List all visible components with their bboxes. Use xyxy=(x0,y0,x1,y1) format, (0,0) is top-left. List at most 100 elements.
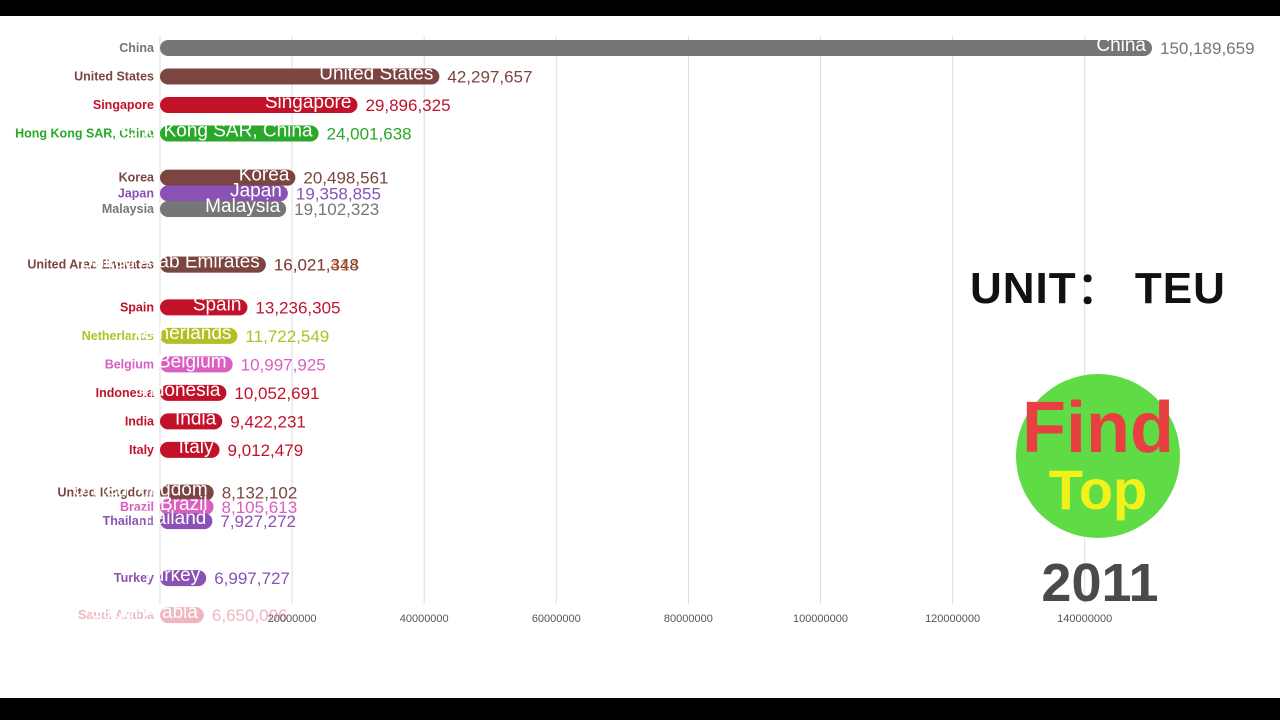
category-label: Turkey xyxy=(114,571,154,585)
bar-inner-label: United Arab Emirates xyxy=(80,252,260,273)
bar xyxy=(160,513,213,530)
x-tick-label: 120000000 xyxy=(925,613,980,625)
category-label: Hong Kong SAR, China xyxy=(15,127,155,141)
category-label: Indonesia xyxy=(96,386,155,400)
x-tick-label: 40000000 xyxy=(400,613,449,625)
bar xyxy=(160,169,296,186)
value-label: 150,189,659 xyxy=(1160,39,1255,58)
category-label: Saudi Arabia xyxy=(78,608,155,622)
year-label: 2011 xyxy=(1041,553,1159,613)
bar-group: China China 150,189,659 xyxy=(119,35,1254,58)
bar xyxy=(160,498,214,515)
bar-inner-label: United Kingdom xyxy=(73,480,208,501)
bar-inner-label: Saudi Arabia xyxy=(90,602,198,623)
bar-inner-label: India xyxy=(175,408,217,429)
category-label: Emirates xyxy=(101,258,154,272)
bar xyxy=(160,125,319,142)
category-label: Malaysia xyxy=(102,202,155,216)
category-label: Belgium xyxy=(105,357,154,371)
bar xyxy=(160,484,214,501)
bar-group: Malaysia Malaysia 19,102,323 xyxy=(102,196,379,219)
bar xyxy=(160,201,287,218)
bar-inner-label: Thailand xyxy=(133,508,206,529)
category-label: Brazil xyxy=(120,500,154,514)
x-axis-ticks: 20000000 40000000 60000000 80000000 10000000… xyxy=(268,613,1113,625)
bar-inner-label: Netherlands xyxy=(129,323,231,344)
bar xyxy=(160,299,248,316)
bar-inner-label: Indonesia xyxy=(138,380,221,401)
bar xyxy=(160,185,288,202)
x-tick-label: 60000000 xyxy=(532,613,581,625)
category-label: Korea xyxy=(119,171,155,185)
bar-inner-label: United States xyxy=(319,64,433,85)
findtop-logo: Find Top xyxy=(1016,374,1180,538)
bar-group: Italy Italy 9,012,479 xyxy=(129,437,303,460)
bar-inner-label: China xyxy=(1096,35,1146,56)
bar-group: Brazil Brazil 8,105,613 xyxy=(120,494,297,517)
value-label: 6,650,006 xyxy=(212,606,288,625)
category-label: United Arab Emirates xyxy=(27,258,154,272)
value-label: 13,236,305 xyxy=(255,298,340,317)
category-label: Japan xyxy=(118,186,154,200)
bar xyxy=(160,97,358,113)
value-label: 9,012,479 xyxy=(228,441,304,460)
value-label: 29,896,325 xyxy=(365,96,450,115)
bar-inner-label: Italy xyxy=(179,437,214,458)
value-label: 20,498,561 xyxy=(303,169,388,188)
x-tick-label: 140000000 xyxy=(1057,613,1112,625)
bar-inner-label: Spain xyxy=(193,294,242,315)
x-tick-label: 100000000 xyxy=(793,613,848,625)
bar xyxy=(160,570,207,587)
logo-text-find: Find xyxy=(1022,388,1174,468)
bar-group: Singapore Singapore 29,896,325 xyxy=(93,92,451,115)
bar-inner-label: Turkey xyxy=(143,565,201,586)
value-label: 19,358,855 xyxy=(296,184,381,203)
bar-inner-label: Singapore xyxy=(265,92,352,113)
category-label: United Kingdom xyxy=(57,486,154,500)
bar xyxy=(160,384,227,401)
bar-inner-label: Belgium xyxy=(158,351,227,372)
bar xyxy=(160,356,233,373)
x-tick-label: 80000000 xyxy=(664,613,713,625)
value-label: 10,052,691 xyxy=(234,384,319,403)
value-label: 11,722,549 xyxy=(245,327,329,346)
top-letterbox xyxy=(0,0,1280,16)
value-label: 9,422,231 xyxy=(230,412,306,431)
value-label: 10,997,925 xyxy=(241,355,326,374)
logo-text-top: Top xyxy=(1048,458,1148,521)
bars-layer: China China 150,189,659 United States United… xyxy=(15,35,1254,625)
bar xyxy=(160,40,1152,56)
category-label: India xyxy=(125,414,155,428)
category-label: China xyxy=(119,41,155,55)
bar xyxy=(160,68,440,85)
category-label: Thailand xyxy=(103,514,154,528)
bar-inner-label: Malaysia xyxy=(205,196,280,217)
bar-inner-label: Korea xyxy=(239,165,290,186)
category-label: Spain xyxy=(120,300,154,314)
category-label: Singapore xyxy=(93,98,154,112)
category-label: Netherlands xyxy=(82,329,154,343)
bar-group: Spain Spain 13,236,305 xyxy=(120,294,341,317)
bar-inner-label: Japan xyxy=(230,180,282,201)
bar xyxy=(160,327,238,344)
x-tick-label: 20000000 xyxy=(268,613,317,625)
value-label: 16,021,414 xyxy=(274,256,359,275)
bar-group: Korea Korea 20,498,561 xyxy=(119,165,389,188)
category-label: Italy xyxy=(129,443,154,457)
bar-group: Japan Japan 19,358,855 xyxy=(118,180,381,203)
value-label: 8,132,102 xyxy=(222,484,298,503)
bar xyxy=(160,441,220,458)
bottom-letterbox xyxy=(0,698,1280,720)
bar xyxy=(160,413,223,430)
value-label: 24,001,638 xyxy=(327,125,412,144)
category-label: United States xyxy=(74,70,154,84)
